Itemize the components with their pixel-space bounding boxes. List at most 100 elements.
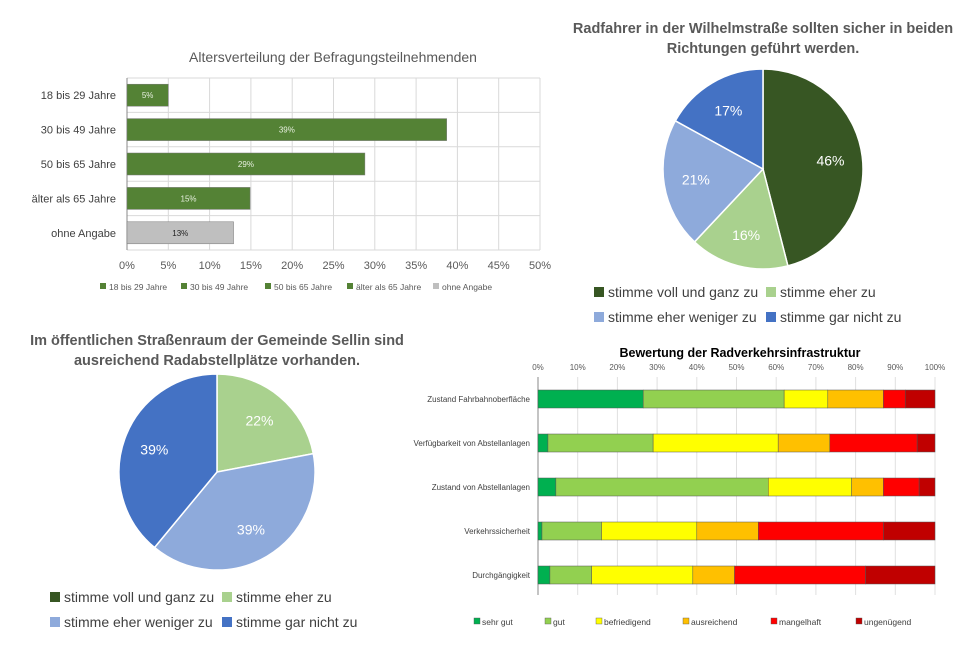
legend-swatch bbox=[594, 312, 604, 322]
legend-label: 50 bis 65 Jahre bbox=[274, 282, 332, 292]
bar-segment bbox=[758, 521, 884, 541]
legend-swatch bbox=[766, 312, 776, 322]
x-tick-label: 50% bbox=[529, 260, 551, 272]
legend-label: stimme eher weniger zu bbox=[608, 309, 757, 325]
x-tick-label: 60% bbox=[768, 363, 784, 372]
bar-segment bbox=[916, 433, 936, 453]
legend-swatch bbox=[594, 287, 604, 297]
legend-label: stimme gar nicht zu bbox=[780, 309, 901, 325]
legend-swatch bbox=[682, 617, 690, 625]
bar-segment bbox=[883, 521, 936, 541]
data-label: 29% bbox=[238, 160, 254, 169]
x-tick-label: 40% bbox=[446, 260, 468, 272]
bar-segment bbox=[883, 389, 906, 409]
bar bbox=[126, 83, 169, 107]
bar-segment bbox=[537, 433, 549, 453]
legend-label: sehr gut bbox=[482, 617, 513, 627]
legend-swatch bbox=[50, 592, 60, 602]
legend-swatch bbox=[181, 283, 187, 289]
data-label: 15% bbox=[181, 194, 197, 203]
x-tick-label: 50% bbox=[728, 363, 744, 372]
legend-label: ohne Angabe bbox=[442, 282, 492, 292]
data-label: 46% bbox=[816, 152, 844, 168]
legend-label: 30 bis 49 Jahre bbox=[190, 282, 248, 292]
bar-segment bbox=[537, 389, 644, 409]
pie-slice bbox=[693, 167, 789, 270]
legend-label: älter als 65 Jahre bbox=[356, 282, 421, 292]
legend-label: stimme voll und ganz zu bbox=[64, 589, 214, 605]
x-tick-label: 45% bbox=[488, 260, 510, 272]
legend-swatch bbox=[222, 592, 232, 602]
x-tick-label: 35% bbox=[405, 260, 427, 272]
bar-segment bbox=[541, 521, 602, 541]
legend-swatch bbox=[265, 283, 271, 289]
bar-segment bbox=[642, 389, 785, 409]
bar-segment bbox=[591, 565, 694, 585]
x-tick-label: 20% bbox=[609, 363, 625, 372]
legend-swatch bbox=[855, 617, 863, 625]
y-tick-label: Zustand Fahrbahnoberfläche bbox=[427, 395, 530, 404]
legend-label: stimme eher weniger zu bbox=[64, 614, 213, 630]
bar-segment bbox=[549, 565, 592, 585]
x-tick-label: 5% bbox=[160, 260, 176, 272]
x-tick-label: 30% bbox=[364, 260, 386, 272]
x-tick-label: 40% bbox=[689, 363, 705, 372]
bar bbox=[126, 118, 447, 141]
data-label: 21% bbox=[682, 172, 710, 188]
y-tick-label: Durchgängigkeit bbox=[472, 571, 531, 580]
bar-segment bbox=[537, 521, 543, 541]
bar-segment bbox=[734, 565, 866, 585]
data-label: 13% bbox=[172, 229, 188, 238]
y-tick-label: 18 bis 29 Jahre bbox=[41, 90, 116, 102]
chart-title: Radfahrer in der Wilhelmstraße sollten s… bbox=[573, 21, 953, 57]
legend-label: stimme eher zu bbox=[780, 284, 876, 300]
x-tick-label: 80% bbox=[848, 363, 864, 372]
legend-swatch bbox=[222, 617, 232, 627]
legend-label: stimme gar nicht zu bbox=[236, 614, 357, 630]
y-tick-label: 50 bis 65 Jahre bbox=[41, 159, 116, 171]
x-tick-label: 0% bbox=[119, 260, 135, 272]
bar-segment bbox=[883, 477, 920, 497]
y-tick-label: Verkehrssicherheit bbox=[464, 527, 531, 536]
y-tick-label: 30 bis 49 Jahre bbox=[41, 125, 116, 137]
legend-swatch bbox=[433, 283, 439, 289]
data-label: 22% bbox=[245, 413, 273, 429]
legend-swatch bbox=[770, 617, 778, 625]
bar-segment bbox=[827, 389, 884, 409]
bar-segment bbox=[696, 521, 759, 541]
chart-title: Altersverteilung der Befragungsteilnehme… bbox=[189, 49, 477, 65]
bar-segment bbox=[692, 565, 735, 585]
pie-slice bbox=[216, 373, 315, 473]
bar-segment bbox=[783, 389, 829, 409]
legend-swatch bbox=[595, 617, 603, 625]
bar-segment bbox=[865, 565, 936, 585]
x-tick-label: 20% bbox=[281, 260, 303, 272]
chart-title: Im öffentlichen Straßenraum der Gemeinde… bbox=[30, 333, 404, 369]
bar bbox=[126, 187, 251, 210]
data-label: 16% bbox=[732, 227, 760, 243]
legend-label: 18 bis 29 Jahre bbox=[109, 282, 167, 292]
bar-segment bbox=[537, 477, 557, 497]
bar-segment bbox=[547, 433, 654, 453]
legend-swatch bbox=[473, 617, 481, 625]
legend-swatch bbox=[347, 283, 353, 289]
y-tick-label: ohne Angabe bbox=[51, 228, 116, 240]
data-label: 39% bbox=[237, 521, 265, 537]
data-label: 39% bbox=[279, 126, 295, 135]
pie-slice bbox=[118, 373, 218, 549]
pie-slice bbox=[153, 452, 316, 571]
legend-swatch bbox=[544, 617, 552, 625]
bar-segment bbox=[851, 477, 884, 497]
x-tick-label: 10% bbox=[199, 260, 221, 272]
bar-segment bbox=[904, 389, 936, 409]
legend-swatch bbox=[50, 617, 60, 627]
legend-label: befriedigend bbox=[604, 617, 651, 627]
legend-label: ausreichend bbox=[691, 617, 738, 627]
data-label: 39% bbox=[140, 441, 168, 457]
bar-segment bbox=[777, 433, 831, 453]
legend-label: mangelhaft bbox=[779, 617, 822, 627]
legend-swatch bbox=[766, 287, 776, 297]
y-tick-label: älter als 65 Jahre bbox=[32, 193, 116, 205]
bar bbox=[126, 152, 366, 176]
